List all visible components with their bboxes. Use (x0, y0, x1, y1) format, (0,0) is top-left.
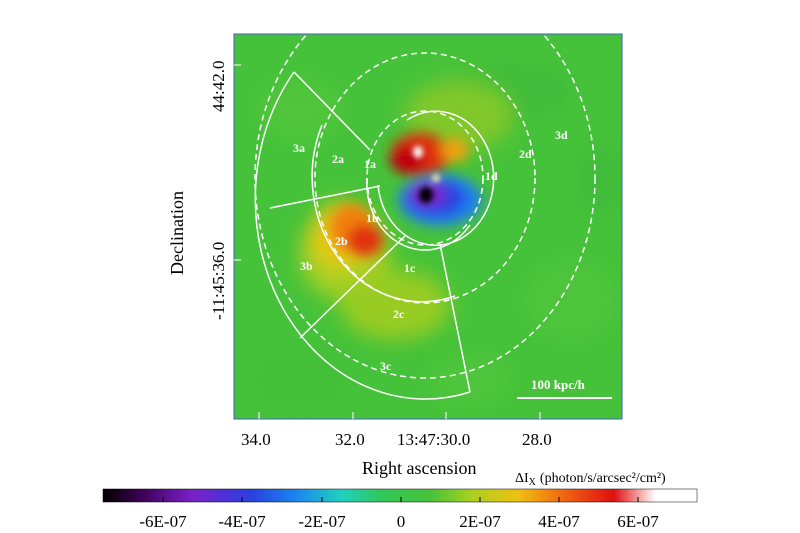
colorbar-ticks (162, 497, 639, 502)
bright-core (413, 146, 440, 203)
region-label-2a: 2a (332, 152, 344, 166)
x-tick-28: 28.0 (522, 430, 552, 449)
colorbar-title: ΔIX (photon/s/arcsec²/cm²) (515, 471, 666, 488)
x-axis-title: Right ascension (362, 458, 477, 478)
y-tick-lower: -11:45:36.0 (209, 242, 228, 320)
x-tick-32: 32.0 (335, 430, 365, 449)
region-label-3d: 3d (555, 128, 568, 142)
colorbar-title-units: (photon/s/arcsec²/cm²) (540, 471, 666, 486)
colorbar-tick-pos4: 4E-07 (538, 512, 580, 531)
sector-line-a (293, 71, 371, 151)
region-contours (254, 34, 596, 400)
x-tick-34: 34.0 (241, 430, 271, 449)
region-label-1b: 1b (366, 211, 379, 225)
x-tick-labels: 34.0 32.0 13:47:30.0 28.0 (241, 430, 552, 449)
colorbar-title-prefix: ΔI (515, 471, 529, 486)
annulus-3-dashed (254, 34, 596, 379)
sector-line-c (299, 235, 406, 339)
annulus-3-solid (254, 71, 471, 400)
sector-line-b (269, 185, 381, 209)
x-tick-30: 13:47:30.0 (397, 430, 470, 449)
scale-bar: 100 kpc/h (517, 377, 612, 399)
region-label-1d: 1d (485, 169, 498, 183)
map-texture (250, 60, 622, 410)
map-frame (233, 33, 623, 420)
region-label-2b: 2b (335, 234, 348, 248)
colorbar-tick-pos2: 2E-07 (459, 512, 501, 531)
region-label-3a: 3a (293, 141, 305, 155)
colorbar-tick-pos6: 6E-07 (617, 512, 659, 531)
annulus-2-dashed (314, 52, 536, 304)
colorbar-gradient (102, 488, 698, 503)
colorbar-title-sub: X (529, 477, 537, 488)
region-label-3b: 3b (300, 259, 313, 273)
region-label-3c: 3c (380, 359, 392, 373)
colorbar-tick-neg6: -6E-07 (139, 512, 187, 531)
annulus-1-solid (366, 177, 471, 251)
colorbar-tick-zero: 0 (397, 512, 406, 531)
annulus-1 (377, 110, 495, 246)
annulus-1-dashed (366, 110, 484, 246)
tick-marks (234, 64, 541, 419)
colorbar-tick-neg4: -4E-07 (218, 512, 266, 531)
sky-map: 3a 2a 1a 1b 2b 3b 1c 2c 3c 1d 2d 3d 100 … (234, 34, 622, 419)
region-label-2d: 2d (519, 147, 532, 161)
negative-core (398, 174, 482, 226)
region-label-2c: 2c (393, 307, 405, 321)
y-axis-title: Declination (167, 191, 187, 275)
sector-line-d (439, 243, 471, 393)
annulus-2-solid (311, 124, 456, 303)
region-labels: 3a 2a 1a 1b 2b 3b 1c 2c 3c 1d 2d 3d (293, 128, 568, 373)
scale-bar-label: 100 kpc/h (531, 377, 586, 392)
colorbar-tick-neg2: -2E-07 (298, 512, 346, 531)
colorbar: ΔIX (photon/s/arcsec²/cm²) -6E-07 -4E-07 … (102, 471, 698, 531)
region-label-1a: 1a (364, 157, 376, 171)
region-label-1c: 1c (404, 261, 416, 275)
y-tick-upper: 44:42.0 (209, 61, 228, 112)
